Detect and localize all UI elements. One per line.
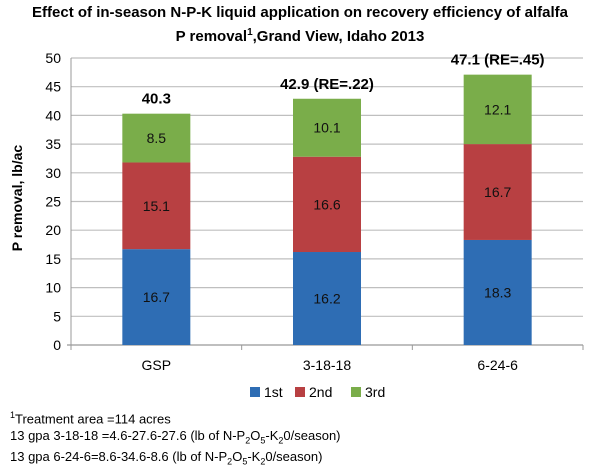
y-tick-label: 25 bbox=[45, 194, 61, 210]
x-tick-label: 3-18-18 bbox=[303, 357, 351, 373]
data-label: 10.1 bbox=[313, 120, 340, 136]
total-label: 40.3 bbox=[142, 91, 171, 108]
bar-segment-3rd bbox=[122, 113, 191, 163]
subscript: 2 bbox=[245, 435, 251, 446]
footnote-text: 13 gpa 3-18-18 =4.6-27.6-27.6 (lb of N-P bbox=[10, 428, 246, 443]
legend-swatch-2nd bbox=[295, 387, 305, 397]
bar-segment-2nd bbox=[122, 162, 191, 250]
bar-segment-1st bbox=[293, 252, 361, 345]
legend: 1st 2nd 3rd bbox=[250, 384, 385, 400]
subscript: 2 bbox=[227, 456, 233, 467]
y-tick-label: 30 bbox=[45, 165, 61, 181]
footnote-1: 1Treatment area =114 acres bbox=[10, 407, 171, 427]
chart-title-line2: P removal1,Grand View, Idaho 2013 bbox=[0, 23, 600, 47]
y-tick-label: 40 bbox=[45, 107, 61, 123]
footnote-text: 0/season) bbox=[283, 428, 341, 443]
total-label: 47.1 (RE=.45) bbox=[451, 52, 545, 69]
bar-segment-2nd bbox=[293, 156, 361, 253]
bar-segment-3rd bbox=[463, 74, 532, 145]
legend-label: 3rd bbox=[365, 384, 385, 400]
footnote-text: 13 gpa 6-24-6=8.6-34.6-8.6 (lb of N-P bbox=[10, 449, 228, 464]
y-tick-label: 45 bbox=[45, 79, 61, 95]
footnote-2: 13 gpa 3-18-18 =4.6-27.6-27.6 (lb of N-P… bbox=[10, 427, 341, 450]
footnote-text: 0/season) bbox=[265, 449, 323, 464]
data-label: 18.3 bbox=[484, 284, 511, 300]
title-text-suffix: ,Grand View, Idaho 2013 bbox=[252, 28, 425, 45]
chart-area: 0 5 10 15 20 25 30 35 40 45 50 16.7 15.1 8.5 40.3 16.2… bbox=[45, 50, 584, 400]
data-label: 8.5 bbox=[147, 130, 167, 146]
footnote-text: Treatment area =114 acres bbox=[15, 411, 171, 427]
y-tick-label: 35 bbox=[45, 136, 61, 152]
x-tick-labels: GSP 3-18-18 6-24-6 bbox=[142, 357, 519, 373]
y-tick-label: 20 bbox=[45, 222, 61, 238]
x-tick-label: 6-24-6 bbox=[477, 357, 518, 373]
data-label: 15.1 bbox=[143, 198, 170, 214]
y-axis-label: P removal, lb/ac bbox=[9, 144, 25, 252]
legend-swatch-1st bbox=[250, 387, 260, 397]
footnote-text: O bbox=[250, 428, 261, 443]
bar-segment-1st bbox=[463, 239, 532, 345]
y-tick-label: 0 bbox=[53, 337, 61, 353]
subscript: 5 bbox=[242, 456, 248, 467]
subscript: 5 bbox=[260, 435, 266, 446]
footnote-text: -K bbox=[247, 449, 261, 464]
y-tick-labels: 0 5 10 15 20 25 30 35 40 45 50 bbox=[45, 50, 61, 353]
legend-swatch-3rd bbox=[351, 387, 361, 397]
bars: 16.7 15.1 8.5 40.3 16.2 16.6 10.1 42.9 (RE=.22)… bbox=[122, 52, 545, 345]
subscript: 2 bbox=[278, 435, 284, 446]
footnote-text: O bbox=[232, 449, 243, 464]
bar-segment-2nd bbox=[463, 144, 532, 240]
footnote-text: -K bbox=[265, 428, 279, 443]
title-text: P removal bbox=[175, 28, 248, 45]
footnote-sup: 1 bbox=[10, 410, 16, 420]
subscript: 2 bbox=[260, 456, 266, 467]
total-label: 42.9 (RE=.22) bbox=[280, 76, 374, 93]
chart-title-line1: Effect of in-season N-P-K liquid applica… bbox=[32, 4, 568, 21]
y-tick-label: 50 bbox=[45, 50, 61, 66]
footnote-3: 13 gpa 6-24-6=8.6-34.6-8.6 (lb of N-P2O5… bbox=[10, 448, 322, 471]
y-tick-label: 10 bbox=[45, 280, 61, 296]
x-tick-label: GSP bbox=[142, 357, 172, 373]
y-tick-label: 5 bbox=[53, 308, 61, 324]
legend-label: 1st bbox=[264, 384, 283, 400]
legend-label: 2nd bbox=[309, 384, 332, 400]
data-label: 12.1 bbox=[484, 101, 511, 117]
y-tick-label: 15 bbox=[45, 251, 61, 267]
bar-segment-1st bbox=[122, 249, 191, 345]
data-label: 16.2 bbox=[313, 291, 340, 307]
data-label: 16.7 bbox=[143, 289, 170, 305]
title-superscript: 1 bbox=[247, 27, 253, 38]
data-label: 16.7 bbox=[484, 184, 511, 200]
bar-segment-3rd bbox=[293, 98, 361, 157]
data-label: 16.6 bbox=[313, 196, 340, 212]
